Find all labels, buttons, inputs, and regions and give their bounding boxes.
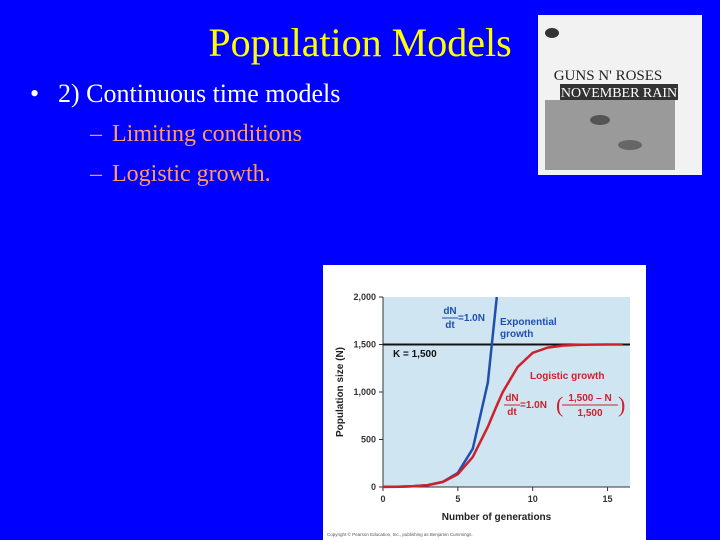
exp-label: growth [500,329,533,340]
bullet: 2) Continuous time models [58,79,340,108]
sub-bullet-dash: – [89,161,103,187]
album-cover: GUNS N' ROSES NOVEMBER RAIN [538,15,702,175]
y-tick-label: 500 [361,435,376,445]
sub-bullet: Limiting conditions [112,121,302,147]
x-tick-label: 0 [380,494,385,504]
slide-title: Population Models [208,20,511,65]
eq-paren: ) [618,392,625,417]
album-drop [618,140,642,150]
eq-frac-den: 1,500 [577,408,602,419]
eq-rhs: =1.0N [520,400,547,411]
y-tick-label: 0 [371,482,376,492]
y-tick-label: 1,000 [353,387,376,397]
sub-bullet-dash: – [89,121,103,147]
eq-frac-num: 1,500 – N [568,393,611,404]
eq-num: dN [443,306,456,317]
x-tick-label: 10 [528,494,538,504]
y-tick-label: 2,000 [353,292,376,302]
album-drop [545,28,559,38]
eq-den: dt [445,320,455,331]
x-tick-label: 15 [603,494,613,504]
series-line [382,343,623,489]
album-song: NOVEMBER RAIN [561,86,677,101]
album-texture [545,100,675,170]
x-tick-label: 5 [455,494,460,504]
x-axis-label: Number of generations [442,512,552,523]
eq-num: dN [505,393,518,404]
eq-den: dt [507,407,517,418]
album-band: GUNS N' ROSES [554,68,663,84]
logistic-label: Logistic growth [530,371,604,382]
sub-bullet: Logistic growth. [112,161,271,187]
chart: 0 500 1,000 1,500 2,000 0 5 10 15 Number of gener… [323,265,646,540]
y-axis-label: Population size (N) [335,347,346,437]
y-tick-label: 1,500 [353,340,376,350]
eq-rhs: =1.0N [458,313,485,324]
album-banner [560,84,678,100]
album-drop [590,115,610,125]
exp-label: Exponential [500,317,557,328]
plot-area [383,297,630,487]
eq-paren: ( [556,392,563,417]
copyright: Copyright © Pearson Education, Inc., pub… [327,531,473,537]
bullet-dot: • [30,79,39,108]
k-label: K = 1,500 [393,349,437,360]
